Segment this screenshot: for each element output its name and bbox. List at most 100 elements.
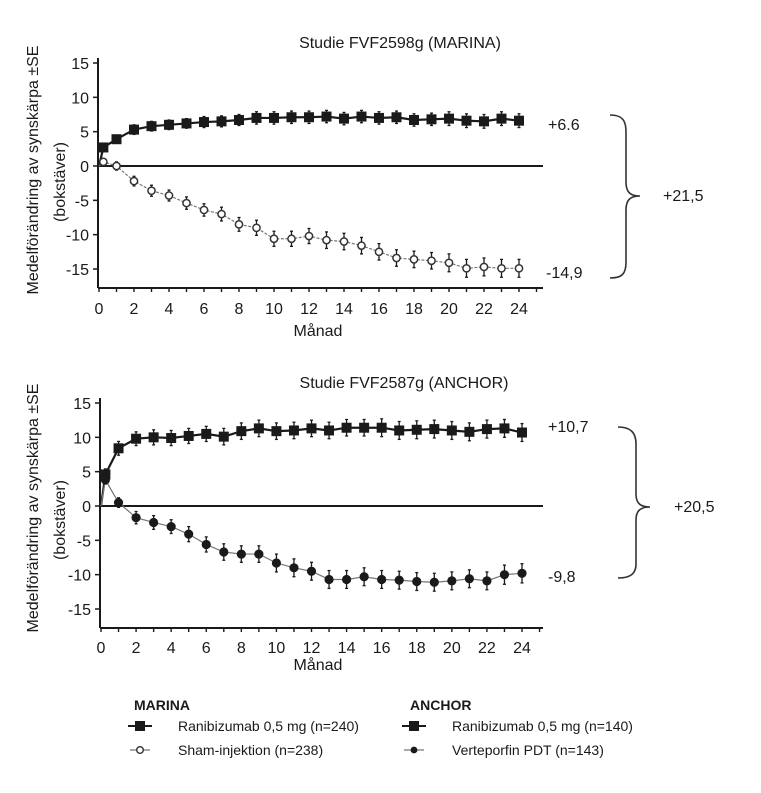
end-label-upper: +10,7	[548, 419, 589, 436]
data-point	[148, 432, 159, 443]
data-point	[98, 142, 109, 153]
data-point	[166, 522, 176, 532]
data-point	[392, 253, 401, 263]
legend-group-title: ANCHOR	[410, 697, 472, 713]
data-point	[324, 574, 334, 585]
data-point	[322, 235, 331, 245]
y-tick-label: 0	[82, 499, 91, 516]
data-point	[412, 576, 422, 587]
data-point	[429, 577, 439, 587]
data-point	[446, 425, 457, 436]
data-point	[411, 424, 422, 435]
data-point	[409, 255, 419, 264]
data-point	[99, 157, 108, 167]
data-point	[479, 116, 489, 127]
filled-square-marker-icon	[128, 721, 152, 731]
x-tick-label: 12	[300, 301, 318, 318]
data-point	[517, 568, 527, 578]
data-point	[218, 431, 229, 442]
data-point	[304, 231, 314, 241]
data-point	[271, 558, 282, 568]
data-point	[254, 549, 264, 559]
x-tick-label: 8	[235, 301, 244, 318]
y-tick-label: 5	[80, 125, 89, 142]
x-tick-label: 8	[237, 640, 246, 657]
data-point	[269, 234, 279, 244]
legend-label: Ranibizumab 0,5 mg (n=240)	[178, 718, 359, 734]
data-point	[426, 114, 437, 125]
data-point	[184, 529, 194, 539]
data-point	[131, 433, 142, 444]
chart-title: Studie FVF2598g (MARINA)	[299, 35, 501, 52]
data-point	[517, 427, 527, 438]
data-point	[324, 425, 335, 436]
x-tick-label: 6	[200, 301, 209, 318]
x-tick-label: 16	[370, 301, 388, 318]
legend-group-anchor: ANCHOR Ranibizumab 0,5 mg (n=140) Vertep…	[400, 696, 633, 762]
data-point	[111, 134, 122, 145]
data-point	[201, 428, 212, 439]
y-tick-label: -5	[77, 533, 91, 550]
data-point	[287, 234, 296, 244]
legend: MARINA Ranibizumab 0,5 mg (n=240) Sham-i…	[126, 696, 726, 776]
marks	[99, 418, 527, 592]
end-label-upper: +6.6	[548, 117, 580, 134]
data-point	[409, 114, 419, 125]
data-point	[149, 517, 159, 528]
x-tick-label: 16	[373, 640, 391, 657]
data-point	[113, 497, 124, 508]
x-tick-label: 0	[95, 301, 104, 318]
difference-label: +21,5	[663, 188, 704, 205]
series-sham	[98, 157, 524, 278]
legend-label: Verteporfin PDT (n=143)	[452, 742, 604, 758]
data-point	[444, 258, 454, 268]
data-point	[113, 443, 124, 454]
series-line	[98, 161, 519, 269]
x-tick-label: 22	[475, 301, 493, 318]
data-point	[391, 112, 402, 123]
data-point	[374, 112, 384, 123]
data-point	[251, 112, 262, 123]
data-point	[271, 426, 282, 437]
legend-item: Ranibizumab 0,5 mg (n=140)	[400, 714, 633, 738]
y-tick-label: 5	[82, 465, 91, 482]
x-tick-label: 20	[443, 640, 461, 657]
difference-brace	[617, 426, 651, 579]
y-tick-label: -10	[66, 228, 89, 245]
y-tick-label: 10	[73, 430, 91, 447]
data-point	[183, 430, 194, 441]
x-tick-label: 10	[265, 301, 283, 318]
data-point	[341, 422, 352, 433]
legend-label: Ranibizumab 0,5 mg (n=140)	[452, 718, 633, 734]
data-point	[359, 422, 370, 433]
series-line	[99, 426, 523, 507]
end-label-lower: -14,9	[546, 265, 583, 282]
data-point	[464, 574, 474, 584]
data-point	[464, 426, 475, 437]
x-tick-label: 18	[405, 301, 423, 318]
data-point	[359, 572, 369, 582]
data-point	[497, 263, 506, 273]
x-axis-label: Månad	[294, 656, 343, 674]
data-point	[427, 256, 436, 266]
data-point	[182, 198, 191, 208]
data-point	[394, 425, 405, 436]
panel-anchor: Studie FVF2587g (ANCHOR) Medelförändring…	[25, 375, 715, 674]
data-point	[447, 576, 457, 586]
series-ranibizumab	[99, 418, 527, 507]
data-point	[499, 423, 510, 434]
data-point	[376, 422, 387, 433]
data-point	[199, 205, 209, 215]
y-tick-label: 0	[80, 159, 89, 176]
series-verteporfin	[100, 475, 527, 592]
x-tick-label: 22	[478, 640, 496, 657]
data-point	[461, 115, 472, 126]
y-axis-label-unit: (bokstäver)	[52, 142, 69, 222]
x-tick-label: 10	[268, 640, 286, 657]
data-point	[306, 566, 317, 576]
x-tick-label: 4	[167, 640, 176, 657]
data-point	[394, 575, 404, 585]
data-point	[321, 111, 332, 122]
